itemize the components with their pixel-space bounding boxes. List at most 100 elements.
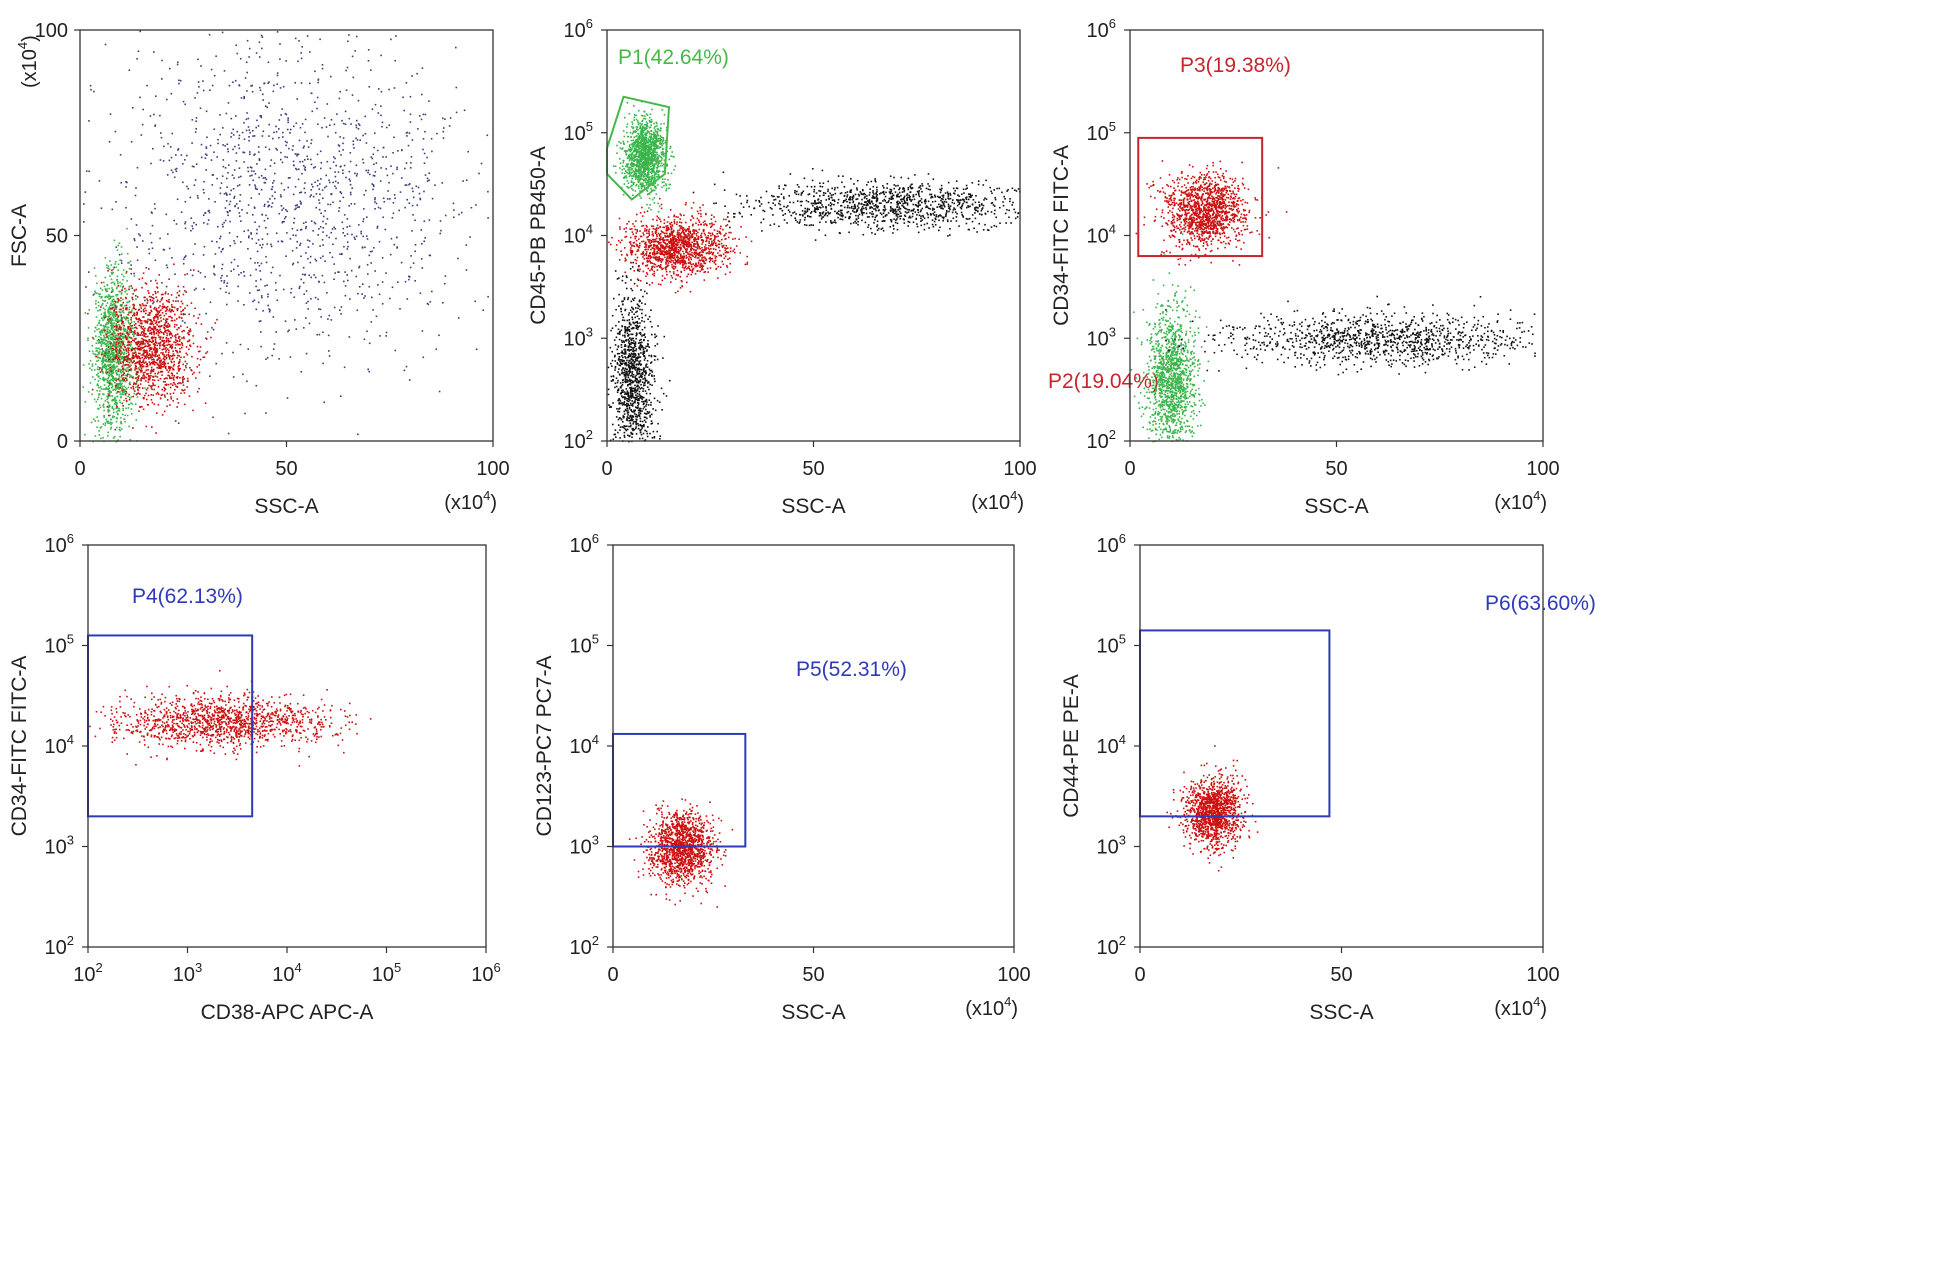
data-point bbox=[142, 304, 145, 307]
data-point bbox=[358, 265, 361, 268]
data-point bbox=[406, 131, 409, 134]
data-point bbox=[178, 82, 180, 85]
data-point bbox=[625, 175, 627, 177]
data-point bbox=[285, 60, 287, 62]
data-point bbox=[138, 319, 140, 321]
data-point bbox=[144, 299, 146, 302]
data-point bbox=[183, 356, 185, 358]
data-point bbox=[122, 357, 125, 360]
data-point bbox=[110, 418, 112, 421]
data-point bbox=[276, 149, 278, 151]
data-point bbox=[659, 137, 661, 140]
data-point bbox=[125, 297, 127, 300]
data-point bbox=[97, 420, 100, 422]
data-point bbox=[310, 92, 313, 95]
data-point bbox=[228, 232, 231, 234]
data-point bbox=[133, 356, 135, 358]
data-point bbox=[365, 189, 367, 192]
data-point bbox=[181, 346, 183, 349]
data-point bbox=[145, 341, 148, 343]
data-point bbox=[195, 120, 197, 123]
data-point bbox=[114, 358, 117, 361]
data-point bbox=[663, 114, 666, 116]
data-point bbox=[645, 147, 648, 150]
data-point bbox=[642, 168, 645, 170]
data-point bbox=[121, 355, 124, 358]
data-point bbox=[146, 299, 149, 302]
data-point bbox=[115, 350, 117, 352]
data-point bbox=[138, 368, 141, 371]
data-point bbox=[124, 335, 127, 338]
data-point bbox=[349, 193, 352, 196]
data-point bbox=[649, 191, 651, 194]
data-point bbox=[142, 372, 145, 374]
data-point bbox=[119, 349, 122, 352]
data-point bbox=[159, 341, 162, 344]
data-point bbox=[323, 281, 326, 284]
data-point bbox=[173, 306, 176, 309]
data-point bbox=[428, 100, 430, 102]
data-point bbox=[280, 240, 283, 242]
data-point bbox=[115, 361, 118, 364]
data-point bbox=[164, 358, 166, 361]
data-point bbox=[127, 370, 130, 373]
data-point bbox=[220, 280, 223, 282]
data-point bbox=[200, 143, 203, 146]
data-point bbox=[145, 357, 147, 359]
data-point bbox=[173, 360, 175, 363]
data-point bbox=[341, 119, 343, 122]
data-point bbox=[248, 136, 250, 138]
data-point bbox=[119, 435, 121, 438]
data-point bbox=[139, 352, 141, 355]
data-point bbox=[121, 352, 123, 354]
data-point bbox=[393, 194, 396, 196]
data-point bbox=[296, 204, 298, 206]
data-point bbox=[393, 243, 396, 246]
data-point bbox=[632, 131, 635, 134]
data-point bbox=[139, 322, 142, 324]
data-point bbox=[110, 302, 112, 305]
data-point bbox=[108, 375, 110, 377]
data-point bbox=[243, 138, 246, 140]
data-point bbox=[655, 121, 658, 124]
data-point bbox=[156, 391, 159, 394]
data-point bbox=[366, 238, 369, 240]
data-point bbox=[299, 160, 301, 163]
data-point bbox=[362, 218, 365, 220]
data-point bbox=[132, 332, 135, 334]
data-point bbox=[164, 310, 167, 313]
data-point bbox=[316, 153, 319, 156]
data-point bbox=[133, 275, 136, 277]
data-point bbox=[181, 337, 183, 339]
data-point bbox=[378, 293, 381, 296]
data-point bbox=[116, 373, 119, 376]
data-point bbox=[153, 308, 155, 310]
data-point bbox=[110, 307, 112, 310]
data-point bbox=[124, 393, 126, 395]
data-point bbox=[127, 407, 130, 409]
data-point bbox=[148, 384, 150, 387]
data-point bbox=[226, 186, 228, 188]
data-point bbox=[638, 176, 640, 178]
data-point bbox=[119, 337, 121, 340]
data-point bbox=[162, 303, 164, 305]
data-point bbox=[297, 206, 299, 208]
data-point bbox=[107, 308, 110, 310]
data-point bbox=[97, 407, 99, 410]
data-point bbox=[135, 393, 138, 396]
data-point bbox=[99, 368, 101, 370]
data-point bbox=[180, 341, 183, 344]
data-point bbox=[657, 128, 659, 130]
data-point bbox=[108, 351, 110, 354]
data-point bbox=[288, 329, 290, 331]
data-point bbox=[128, 336, 131, 339]
data-point bbox=[158, 332, 161, 334]
data-point bbox=[465, 179, 468, 181]
data-point bbox=[145, 361, 147, 363]
data-point bbox=[642, 127, 645, 129]
data-point bbox=[166, 326, 168, 328]
data-point bbox=[101, 341, 104, 343]
data-point bbox=[634, 142, 636, 145]
data-point bbox=[632, 145, 634, 148]
data-point bbox=[227, 164, 230, 166]
